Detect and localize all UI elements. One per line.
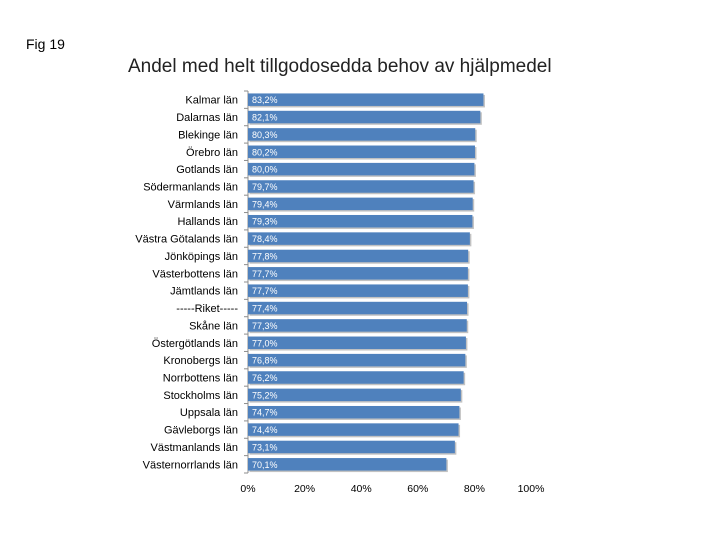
x-tick-label: 40%	[351, 483, 372, 495]
bar	[248, 110, 481, 124]
category-label: Östergötlands län	[152, 338, 238, 350]
bar	[248, 284, 468, 297]
bar	[248, 267, 468, 280]
category-label: Stockholms län	[163, 390, 238, 402]
data-label: 78,4%	[252, 234, 278, 244]
bar	[248, 162, 475, 176]
category-label: Gävleborgs län	[164, 425, 238, 437]
category-label: Uppsala län	[180, 407, 238, 419]
data-label: 77,8%	[252, 251, 278, 261]
category-label: Kronobergs län	[163, 355, 238, 367]
data-label: 83,2%	[252, 95, 278, 105]
bar	[248, 232, 470, 245]
category-label: Blekinge län	[178, 129, 238, 141]
bar	[248, 388, 461, 402]
bar	[248, 197, 473, 211]
bar	[248, 301, 468, 315]
category-label: Västra Götalands län	[135, 234, 238, 246]
data-label: 77,0%	[252, 338, 278, 348]
category-label: Jönköpings län	[165, 251, 238, 263]
bar	[248, 405, 460, 419]
x-tick-label: 100%	[518, 483, 545, 495]
data-label: 79,3%	[252, 217, 278, 227]
bar	[248, 353, 466, 367]
data-label: 70,1%	[252, 460, 278, 470]
bar	[248, 319, 467, 332]
bar	[248, 336, 466, 350]
bar	[248, 440, 455, 454]
data-label: 76,2%	[252, 373, 278, 383]
data-label: 80,3%	[252, 130, 278, 140]
data-label: 77,7%	[252, 286, 278, 296]
x-tick-label: 60%	[407, 483, 428, 495]
x-tick-label: 80%	[464, 483, 485, 495]
category-label: Västmanlands län	[151, 442, 238, 454]
data-label: 75,2%	[252, 390, 278, 400]
bar	[248, 249, 469, 263]
bar	[248, 423, 459, 436]
data-label: 79,7%	[252, 182, 278, 192]
category-label: Jämtlands län	[170, 286, 238, 298]
data-label: 80,2%	[252, 147, 278, 157]
category-label: Västernorrlands län	[143, 459, 238, 471]
data-label: 82,1%	[252, 113, 278, 123]
data-label: 77,7%	[252, 269, 278, 279]
data-label: 74,4%	[252, 425, 278, 435]
data-label: 77,3%	[252, 321, 278, 331]
data-label: 74,7%	[252, 408, 278, 418]
category-label: Dalarnas län	[176, 112, 238, 124]
data-label: 80,0%	[252, 165, 278, 175]
bar	[248, 214, 473, 228]
bar	[248, 128, 476, 141]
category-label: Södermanlands län	[143, 182, 238, 194]
category-label: Värmlands län	[168, 199, 238, 211]
data-label: 77,4%	[252, 304, 278, 314]
figure-label: Fig 19	[26, 36, 65, 52]
bar	[248, 371, 464, 384]
data-label: 79,4%	[252, 199, 278, 209]
category-label: Västerbottens län	[152, 268, 238, 280]
chart-title: Andel med helt tillgodosedda behov av hj…	[128, 56, 552, 77]
category-label: Skåne län	[189, 320, 238, 332]
category-label: Gotlands län	[176, 164, 238, 176]
category-label: -----Riket-----	[176, 303, 238, 315]
category-label: Kalmar län	[185, 95, 238, 107]
category-label: Hallands län	[177, 216, 238, 228]
bar	[248, 458, 447, 471]
category-label: Norrbottens län	[163, 373, 238, 385]
data-label: 76,8%	[252, 356, 278, 366]
data-label: 73,1%	[252, 442, 278, 452]
category-label: Örebro län	[186, 147, 238, 159]
bar	[248, 93, 484, 106]
bar	[248, 180, 474, 193]
x-tick-label: 20%	[294, 483, 315, 495]
bar	[248, 145, 475, 159]
x-tick-label: 0%	[240, 483, 255, 495]
